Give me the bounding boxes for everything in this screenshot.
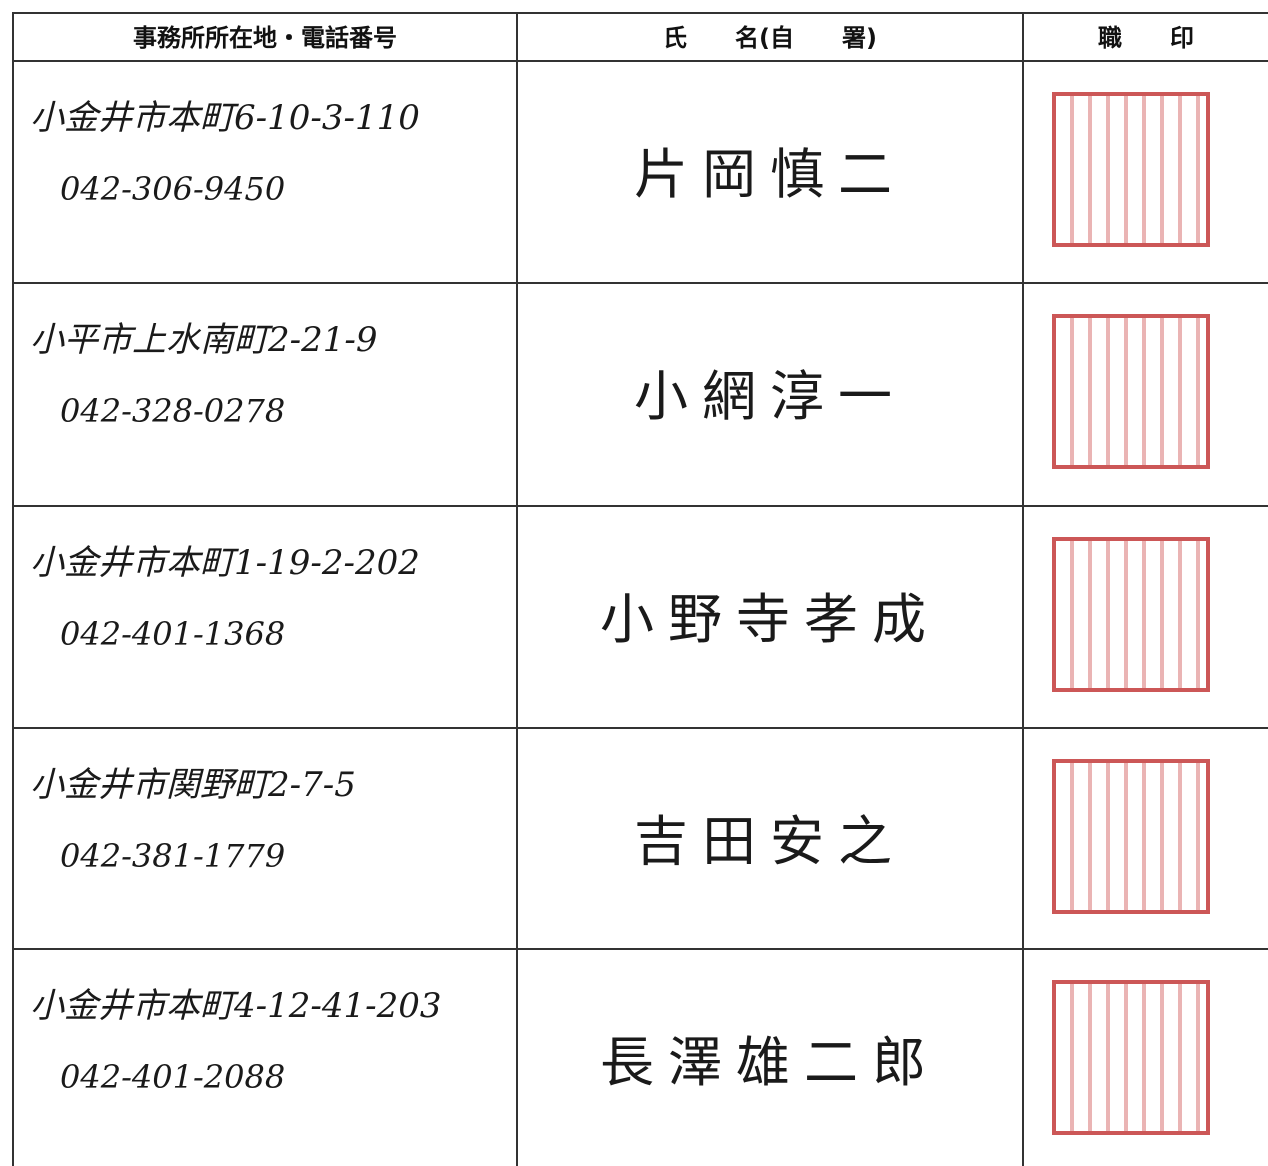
table-border xyxy=(12,12,1268,14)
header-address: 事務所所在地・電話番号 xyxy=(133,24,397,52)
table-border xyxy=(12,60,1268,62)
table-border xyxy=(12,12,14,1166)
signature: 小野寺孝成 xyxy=(600,588,940,651)
phone: 042-401-1368 xyxy=(60,615,286,653)
seal-stamp xyxy=(1052,980,1210,1135)
address: 小金井市本町1-19-2-202 xyxy=(30,543,420,583)
seal-stamp xyxy=(1052,537,1210,692)
phone: 042-306-9450 xyxy=(60,170,286,208)
signature: 片岡慎二 xyxy=(634,143,906,206)
seal-stamp xyxy=(1052,92,1210,247)
signature: 吉田安之 xyxy=(634,810,906,873)
address: 小金井市本町6-10-3-110 xyxy=(30,98,420,138)
address: 小平市上水南町2-21-9 xyxy=(30,320,378,360)
address: 小金井市本町4-12-41-203 xyxy=(30,986,442,1026)
table-border xyxy=(12,727,1268,729)
header-name: 氏 名(自 署) xyxy=(663,24,877,52)
address: 小金井市関野町2-7-5 xyxy=(30,765,356,805)
table-border xyxy=(12,948,1268,950)
phone: 042-381-1779 xyxy=(60,837,286,875)
signature: 長澤雄二郎 xyxy=(600,1031,940,1094)
table-border xyxy=(12,505,1268,507)
table-border xyxy=(1022,12,1024,1166)
phone: 042-401-2088 xyxy=(60,1058,286,1096)
signature: 小網淳一 xyxy=(634,365,906,428)
seal-stamp xyxy=(1052,314,1210,469)
header-seal: 職 印 xyxy=(1098,24,1194,52)
table-border xyxy=(12,282,1268,284)
table-border xyxy=(516,12,518,1166)
seal-stamp xyxy=(1052,759,1210,914)
phone: 042-328-0278 xyxy=(60,392,286,430)
